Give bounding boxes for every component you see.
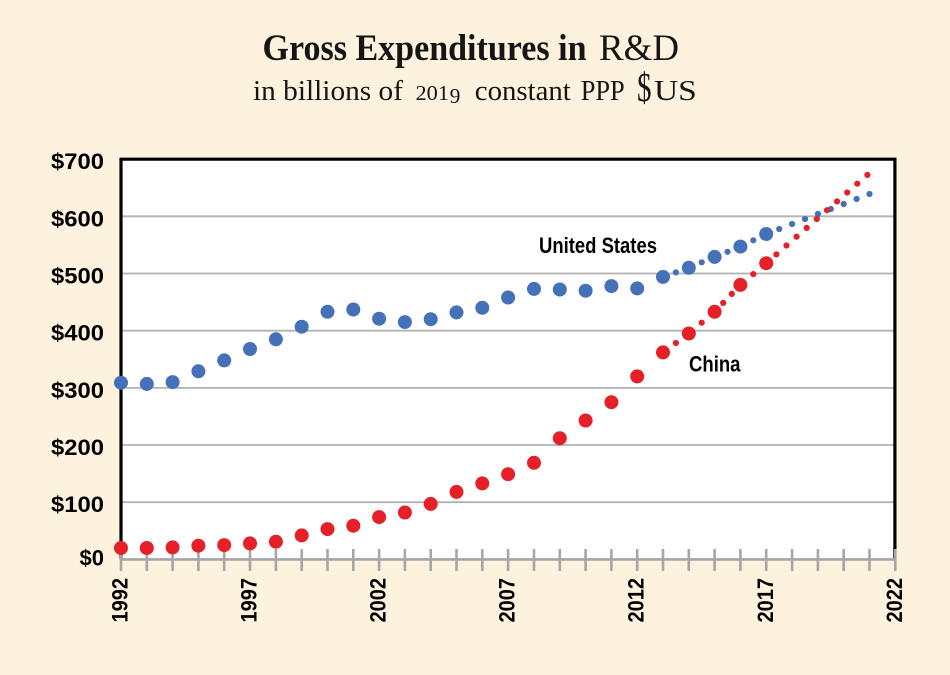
- svg-text:2002: 2002: [366, 578, 391, 623]
- svg-text:$: $: [637, 64, 652, 110]
- svg-text:2012: 2012: [624, 578, 649, 623]
- svg-text:constant: constant: [475, 75, 571, 107]
- svg-text:1997: 1997: [237, 578, 262, 623]
- svg-text:$100: $100: [51, 492, 104, 517]
- svg-text:US: US: [654, 76, 697, 107]
- svg-text:2007: 2007: [495, 578, 520, 623]
- svg-text:PPP: PPP: [581, 76, 625, 107]
- svg-text:in billions of: in billions of: [253, 75, 403, 107]
- svg-text:$400: $400: [51, 321, 104, 346]
- svg-text:2017: 2017: [753, 578, 778, 623]
- svg-text:$600: $600: [51, 206, 104, 231]
- svg-text:$0: $0: [80, 545, 104, 570]
- svg-text:201: 201: [416, 81, 450, 105]
- svg-text:9: 9: [450, 84, 461, 108]
- svg-text:United States: United States: [539, 233, 657, 258]
- svg-text:$300: $300: [51, 378, 104, 403]
- svg-text:2022: 2022: [882, 578, 907, 623]
- svg-text:R&D: R&D: [599, 28, 679, 69]
- svg-text:$500: $500: [51, 264, 104, 289]
- svg-text:China: China: [689, 352, 741, 377]
- svg-text:$700: $700: [51, 149, 104, 174]
- svg-text:1992: 1992: [108, 578, 133, 623]
- svg-text:Gross Expenditures in: Gross Expenditures in: [263, 28, 587, 69]
- svg-text:$200: $200: [51, 435, 104, 460]
